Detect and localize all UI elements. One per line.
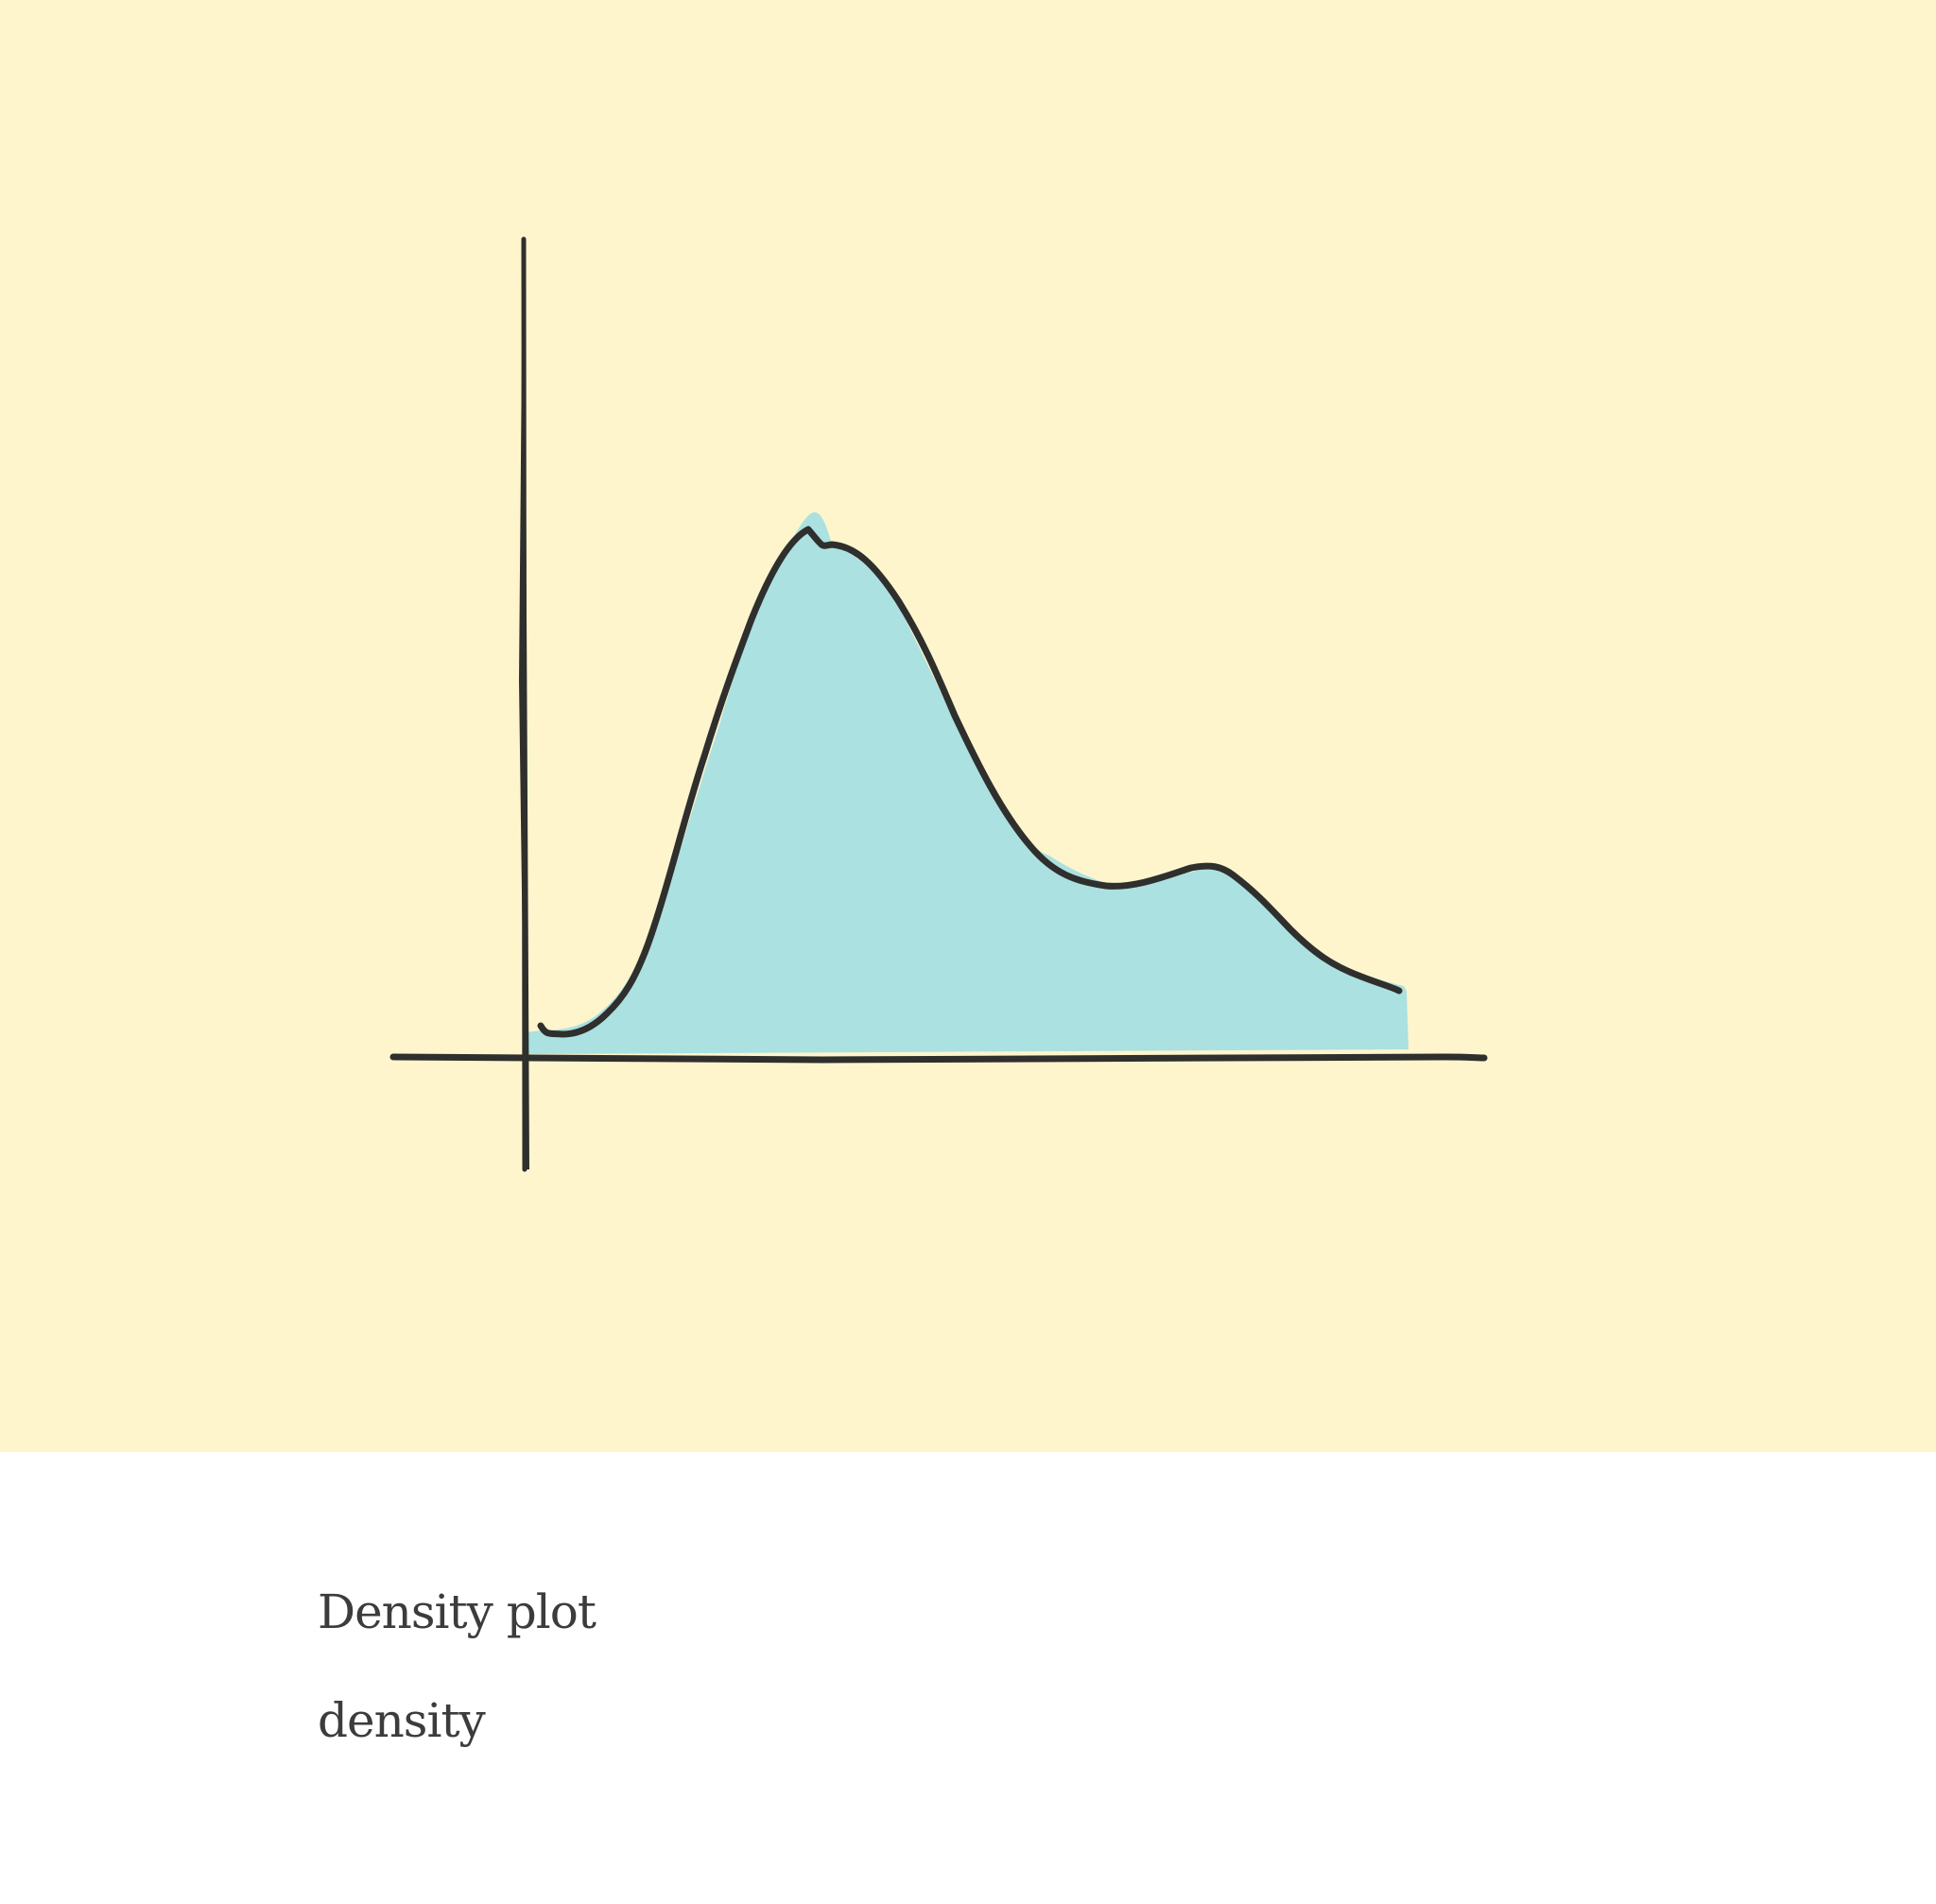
density-area [527,511,1409,1054]
illustration-panel [0,0,1936,1452]
density-plot-illustration [389,236,1488,1172]
caption: Density plot density [318,1588,596,1744]
x-axis [389,1053,1488,1064]
card-title: Density plot [318,1584,596,1639]
density-curve [537,526,1403,1038]
card-subtitle: density [318,1693,486,1748]
